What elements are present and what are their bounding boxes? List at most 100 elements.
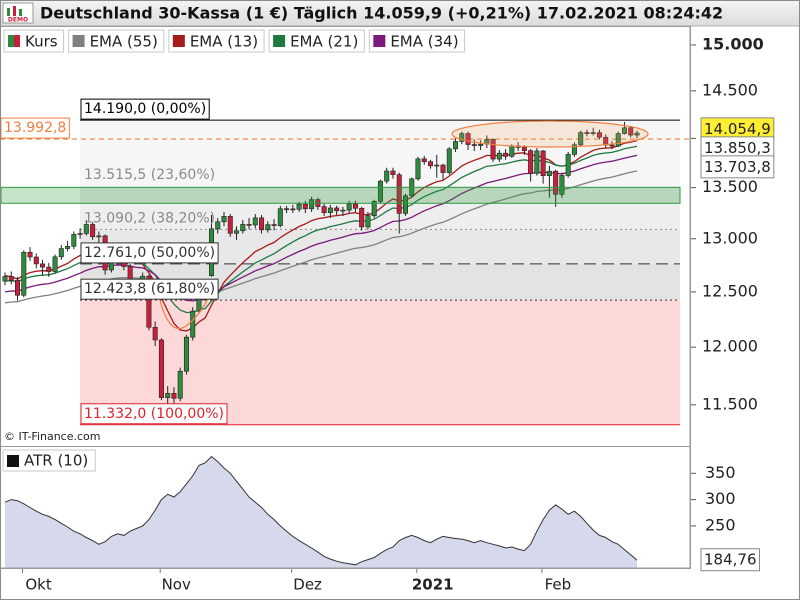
legend-box [368, 29, 466, 53]
candle-body [534, 150, 540, 174]
candle-body [171, 393, 177, 399]
candle-body [215, 221, 221, 230]
candle-body [321, 206, 327, 213]
candle-body [27, 251, 33, 258]
candle-body [352, 203, 358, 209]
candle-body [565, 154, 571, 176]
candle-body [521, 147, 527, 151]
legend-item: ATR (10) [2, 449, 96, 472]
candle-body [290, 208, 296, 211]
candle-body [340, 209, 346, 212]
y-tick-label: 14.500 [702, 80, 758, 99]
candle-body [21, 251, 27, 296]
candle-body [271, 224, 277, 226]
fib-label: 11.332,0 (100,00%) [84, 406, 224, 422]
candle-body [190, 310, 196, 338]
candle-body [559, 175, 565, 195]
y-tick-label: 15.000 [702, 34, 764, 53]
candle-body [615, 133, 621, 147]
candle-body [2, 276, 8, 282]
plot-layer: 14.190,0 (0,00%) 13.515,5 (23,60%) 13.090,… [0, 26, 775, 594]
legend-swatch [14, 35, 20, 47]
candle-body [52, 256, 58, 272]
fib-label-box [80, 403, 228, 425]
price-label: 13.850,3 [704, 139, 771, 157]
candle-body [284, 208, 290, 210]
legend-label: EMA (13) [190, 33, 258, 51]
candle-body [377, 180, 383, 202]
badge-icon [19, 9, 22, 16]
candle-body [453, 141, 459, 150]
candle-body [259, 217, 265, 231]
candle-body [240, 224, 246, 232]
x-tick-label: Dez [293, 576, 322, 594]
candle-body [434, 164, 440, 167]
candle-body [183, 336, 189, 372]
candle-body [546, 170, 552, 176]
fib-label: 12.761,0 (50,00%) [84, 245, 215, 261]
price-label-box [700, 155, 775, 179]
candle-body [152, 326, 158, 341]
candle-body [58, 248, 64, 258]
candle-body [96, 235, 102, 238]
y-tick-label: 13.500 [702, 177, 758, 196]
candle-body [40, 263, 46, 268]
legend-item: EMA (21) [268, 29, 365, 53]
legend-item: EMA (13) [168, 29, 265, 53]
candle-body [590, 132, 596, 134]
legend-box [168, 29, 265, 53]
legend-label: Kurs [25, 33, 58, 51]
fib-band [80, 120, 680, 187]
demo-badge: DEMO [2, 2, 34, 24]
y-tick-label: 11.500 [702, 394, 758, 413]
legend-item: Kurs [3, 29, 65, 53]
candle-body [177, 370, 183, 399]
candle-body [15, 280, 21, 296]
legend-swatch [72, 35, 85, 47]
candle-body [428, 161, 434, 167]
x-tick-label: Nov [162, 576, 191, 594]
legend-swatch [273, 35, 286, 47]
legend-item: EMA (34) [368, 29, 466, 53]
source: © IT-Finance.com [4, 430, 101, 443]
candle-body [384, 170, 390, 182]
y-tick-label: 250 [705, 515, 736, 534]
candle-body [584, 132, 590, 134]
candle-body [478, 143, 484, 146]
x-tick-label: Okt [25, 576, 51, 594]
price-label: 184,76 [704, 551, 757, 569]
highlight-ellipse [451, 120, 649, 148]
candle-body [327, 207, 333, 213]
badge-frame [2, 2, 34, 24]
candle-body [296, 203, 302, 210]
candle-body [371, 201, 377, 217]
candle-body [334, 207, 340, 212]
candle-body [396, 174, 402, 214]
candle-body [359, 207, 365, 228]
candle-body [465, 133, 471, 145]
candle-body [46, 266, 52, 272]
y-tick-label: 13.000 [702, 228, 758, 247]
candle-body [365, 215, 371, 228]
price-label: 13.703,8 [704, 158, 771, 176]
legend-swatch [7, 455, 19, 467]
candle-body [578, 132, 584, 146]
legend-box [268, 29, 365, 53]
candle-body [596, 132, 602, 138]
candle-body [246, 224, 252, 226]
x-tick-label: 2021 [412, 576, 454, 594]
support-zone [0, 186, 681, 204]
candle-body [415, 158, 421, 180]
x-tick-label: Feb [545, 576, 572, 594]
highlight-curve [157, 289, 213, 329]
fib-label: 14.190,0 (0,00%) [84, 101, 206, 117]
candle-body [459, 133, 465, 142]
y-tick-label: 12.500 [702, 281, 758, 300]
candle-body [471, 144, 477, 146]
candle-body [571, 144, 577, 155]
candle-body [346, 203, 352, 211]
fib-label: 13.090,2 (38,20%) [84, 210, 215, 226]
candle-body [421, 158, 427, 163]
